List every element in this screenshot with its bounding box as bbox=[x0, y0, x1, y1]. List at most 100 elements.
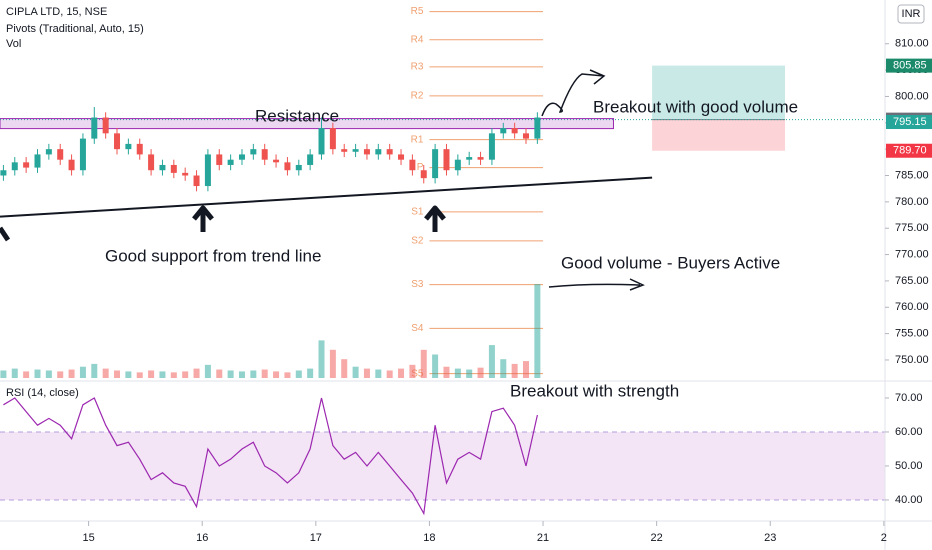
volume-bar bbox=[398, 368, 405, 378]
y-tick-label: 750.00 bbox=[895, 354, 929, 366]
candle-body bbox=[148, 154, 155, 171]
candle-body bbox=[511, 128, 518, 134]
volume-bar bbox=[341, 359, 348, 378]
candle-body bbox=[159, 164, 166, 171]
candle-body bbox=[477, 157, 484, 160]
volume-bar bbox=[352, 366, 359, 378]
y-tick-label: 780.00 bbox=[895, 196, 929, 208]
candle-body bbox=[114, 133, 121, 150]
volume-bar bbox=[91, 363, 98, 378]
volume-bar bbox=[523, 361, 530, 378]
x-tick-label: 22 bbox=[651, 532, 663, 544]
annotation: Good support from trend line bbox=[105, 246, 321, 265]
candle-body bbox=[204, 154, 211, 187]
volume-bar bbox=[477, 367, 484, 378]
x-tick-label: 18 bbox=[423, 532, 435, 544]
pivot-label: R5 bbox=[411, 6, 424, 17]
volume-bar bbox=[182, 371, 189, 378]
candle-body bbox=[91, 117, 98, 139]
volume-bar bbox=[420, 349, 427, 378]
y-tick-label: 785.00 bbox=[895, 169, 929, 181]
volume-arrow bbox=[548, 278, 645, 291]
y-tick-label: 755.00 bbox=[895, 328, 929, 340]
pivot-label: S1 bbox=[411, 207, 424, 218]
volume-bar bbox=[34, 369, 41, 378]
candle-body bbox=[375, 149, 382, 155]
volume-bar bbox=[136, 372, 143, 378]
x-tick-label: 21 bbox=[537, 532, 549, 544]
volume-bar bbox=[500, 359, 507, 378]
candle-body bbox=[170, 164, 177, 173]
currency-box[interactable] bbox=[897, 4, 925, 24]
volume-bar bbox=[238, 371, 245, 378]
candle-body bbox=[534, 117, 541, 139]
candle-body bbox=[273, 159, 280, 163]
volume-bar bbox=[204, 364, 211, 378]
pivot-label: R1 bbox=[411, 134, 424, 145]
candle-body bbox=[11, 162, 18, 171]
trend-line bbox=[0, 176, 653, 218]
volume-bar bbox=[114, 370, 121, 378]
candle-body bbox=[68, 159, 75, 171]
candle-body bbox=[193, 175, 200, 187]
volume-bar bbox=[454, 368, 461, 378]
volume-bar bbox=[0, 370, 7, 378]
pivot-label: R3 bbox=[411, 62, 424, 73]
volume-bar bbox=[261, 369, 268, 378]
volume-bar bbox=[386, 370, 393, 378]
resistance-zone bbox=[0, 118, 614, 130]
volume-bar bbox=[284, 372, 291, 378]
pivot-label: S4 bbox=[411, 323, 424, 334]
rsi-tick-label: 40.00 bbox=[895, 494, 923, 506]
candle-body bbox=[398, 154, 405, 160]
annotation: Breakout with strength bbox=[510, 381, 679, 400]
volume-bar bbox=[511, 363, 518, 378]
price-badge-label: 789.70 bbox=[893, 145, 927, 157]
candle-body bbox=[523, 133, 530, 139]
candle-body bbox=[125, 143, 132, 150]
candle-body bbox=[261, 149, 268, 160]
volume-bar bbox=[125, 371, 132, 378]
volume-bar bbox=[250, 370, 257, 378]
candle-body bbox=[363, 149, 370, 155]
volume-bar bbox=[534, 284, 541, 378]
candle-body bbox=[216, 154, 223, 165]
y-tick-label: 765.00 bbox=[895, 275, 929, 287]
support-arrow bbox=[424, 205, 446, 232]
volume-bar bbox=[307, 368, 314, 378]
candle-body bbox=[307, 154, 314, 165]
volume-bar bbox=[23, 371, 30, 378]
candle-body bbox=[454, 159, 461, 171]
volume-bar bbox=[363, 368, 370, 378]
candle-body bbox=[227, 159, 234, 165]
candle-body bbox=[318, 128, 325, 155]
rsi-band bbox=[0, 431, 885, 500]
support-arrow bbox=[192, 205, 214, 232]
candle-body bbox=[295, 164, 302, 171]
volume-bar bbox=[375, 369, 382, 378]
stop-zone bbox=[652, 119, 786, 151]
volume-bar bbox=[318, 340, 325, 378]
currency[interactable]: INR bbox=[902, 8, 921, 20]
price-badge bbox=[886, 115, 932, 130]
y-tick-label: 760.00 bbox=[895, 301, 929, 313]
volume-bar bbox=[102, 368, 109, 378]
pivot-label: R2 bbox=[411, 91, 424, 102]
volume-bar bbox=[432, 354, 439, 378]
rsi-title: RSI (14, close) bbox=[6, 387, 79, 399]
y-tick-label: 775.00 bbox=[895, 222, 929, 234]
volume-bar bbox=[443, 366, 450, 378]
annotation: Breakout with good volume bbox=[593, 97, 798, 116]
pivot-label: P bbox=[417, 162, 424, 173]
candle-body bbox=[0, 170, 7, 176]
candle-body bbox=[500, 128, 507, 134]
x-tick-label: 2 bbox=[881, 532, 887, 544]
candle-body bbox=[329, 128, 336, 150]
x-tick-label: 15 bbox=[82, 532, 94, 544]
candle-body bbox=[352, 149, 359, 152]
rsi-tick-label: 70.00 bbox=[895, 392, 923, 404]
price-badge-label: 805.85 bbox=[893, 60, 927, 72]
x-tick-label: 23 bbox=[764, 532, 776, 544]
target-zone bbox=[652, 65, 786, 120]
